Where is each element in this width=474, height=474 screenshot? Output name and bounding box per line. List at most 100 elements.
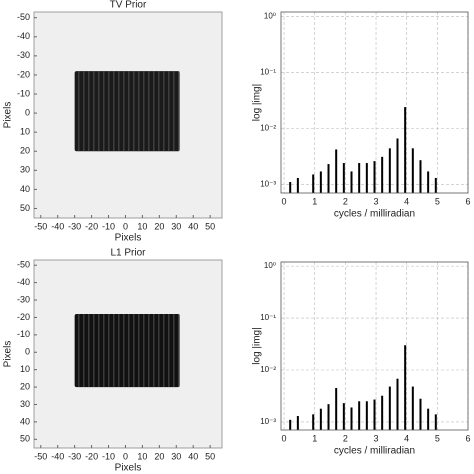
y-tick-label: 10⁻² (260, 123, 276, 132)
bar (365, 401, 368, 430)
x-tick-label: 0 (123, 451, 128, 461)
bar (289, 182, 292, 193)
bar (312, 414, 315, 430)
x-tick-label: -10 (102, 451, 115, 461)
y-tick-label: 50 (20, 434, 30, 444)
bar (396, 138, 399, 193)
y-tick-label: 20 (20, 146, 30, 156)
x-tick-label: 0 (282, 433, 287, 443)
y-tick-label: 10 (20, 364, 30, 374)
bar (419, 160, 422, 193)
bar (327, 404, 330, 430)
y-tick-label: 30 (20, 165, 30, 175)
bar (358, 163, 361, 193)
bar (411, 386, 414, 430)
plot-frame (33, 259, 223, 449)
x-tick-label: -40 (51, 451, 64, 461)
x-tick-label: 5 (435, 433, 440, 443)
x-tick-label: 2 (343, 196, 348, 206)
x-tick-label: -30 (68, 451, 81, 461)
x-axis-label: Pixels (115, 463, 142, 474)
x-tick-label: 30 (171, 221, 181, 231)
bar (434, 414, 437, 430)
y-tick-label: 10⁻² (260, 365, 276, 374)
y-axis-label: Pixels (3, 102, 14, 129)
bar (342, 163, 345, 193)
bar (335, 149, 338, 193)
bar (327, 164, 330, 193)
bar (404, 345, 407, 430)
bar (434, 177, 437, 193)
bar (296, 416, 299, 430)
bar (373, 399, 376, 430)
y-tick-label: 0 (25, 107, 30, 117)
y-tick-label: -50 (17, 260, 30, 270)
x-tick-label: -40 (51, 221, 64, 231)
x-tick-label: -50 (34, 221, 47, 231)
object-stripes (74, 71, 180, 152)
y-tick-label: -10 (17, 88, 30, 98)
x-tick-label: 10 (137, 221, 147, 231)
y-axis-label: Pixels (3, 341, 14, 368)
bar (404, 107, 407, 193)
y-tick-label: 0 (25, 347, 30, 357)
bar (373, 161, 376, 193)
y-tick-label: 50 (20, 203, 30, 213)
bar (335, 388, 338, 430)
plot-frame (33, 11, 223, 219)
x-tick-label: 4 (404, 433, 409, 443)
x-tick-label: 1 (312, 433, 317, 443)
x-tick-label: 6 (465, 196, 470, 206)
x-tick-label: 30 (171, 451, 181, 461)
y-tick-label: -40 (17, 277, 30, 287)
x-tick-label: 0 (282, 196, 287, 206)
bar (427, 408, 430, 430)
x-tick-label: 5 (435, 196, 440, 206)
bar (419, 398, 422, 430)
x-tick-label: 20 (154, 451, 164, 461)
bar (350, 171, 353, 193)
y-tick-label: 40 (20, 184, 30, 194)
y-tick-label: -20 (17, 312, 30, 322)
x-tick-label: 10 (137, 451, 147, 461)
y-tick-label: 40 (20, 416, 30, 426)
x-tick-label: 4 (404, 196, 409, 206)
bar (411, 148, 414, 193)
bar (289, 419, 292, 430)
y-tick-label: 20 (20, 381, 30, 391)
bar (312, 174, 315, 193)
y-tick-label: 10⁰ (264, 12, 276, 21)
bar (296, 177, 299, 193)
x-axis-label: Pixels (115, 233, 142, 244)
x-tick-label: 20 (154, 221, 164, 231)
y-tick-label: 10 (20, 127, 30, 137)
x-tick-label: -20 (85, 221, 98, 231)
y-tick-label: 10⁰ (264, 261, 276, 270)
bar (388, 386, 391, 430)
bar (388, 148, 391, 193)
x-tick-label: 3 (374, 196, 379, 206)
bar (427, 171, 430, 193)
x-tick-label: -10 (102, 221, 115, 231)
x-tick-label: 1 (312, 196, 317, 206)
bar (342, 403, 345, 430)
bar (350, 407, 353, 430)
y-tick-label: 10⁻¹ (260, 313, 276, 322)
y-tick-label: -40 (17, 31, 30, 41)
bar (358, 401, 361, 430)
y-axis-label: log |img| (252, 84, 263, 121)
x-tick-label: 2 (343, 433, 348, 443)
y-tick-label: 30 (20, 399, 30, 409)
y-tick-label: -30 (17, 50, 30, 60)
chart-title: TV Prior (110, 0, 147, 11)
bar (381, 156, 384, 193)
bar (319, 171, 322, 193)
y-axis-label: log |img| (252, 327, 263, 364)
x-tick-label: 50 (205, 451, 215, 461)
bar (365, 163, 368, 193)
y-tick-label: -20 (17, 69, 30, 79)
y-tick-label: -50 (17, 12, 30, 22)
y-tick-label: 10⁻³ (260, 179, 276, 188)
x-tick-label: 40 (188, 451, 198, 461)
x-tick-label: 40 (188, 221, 198, 231)
